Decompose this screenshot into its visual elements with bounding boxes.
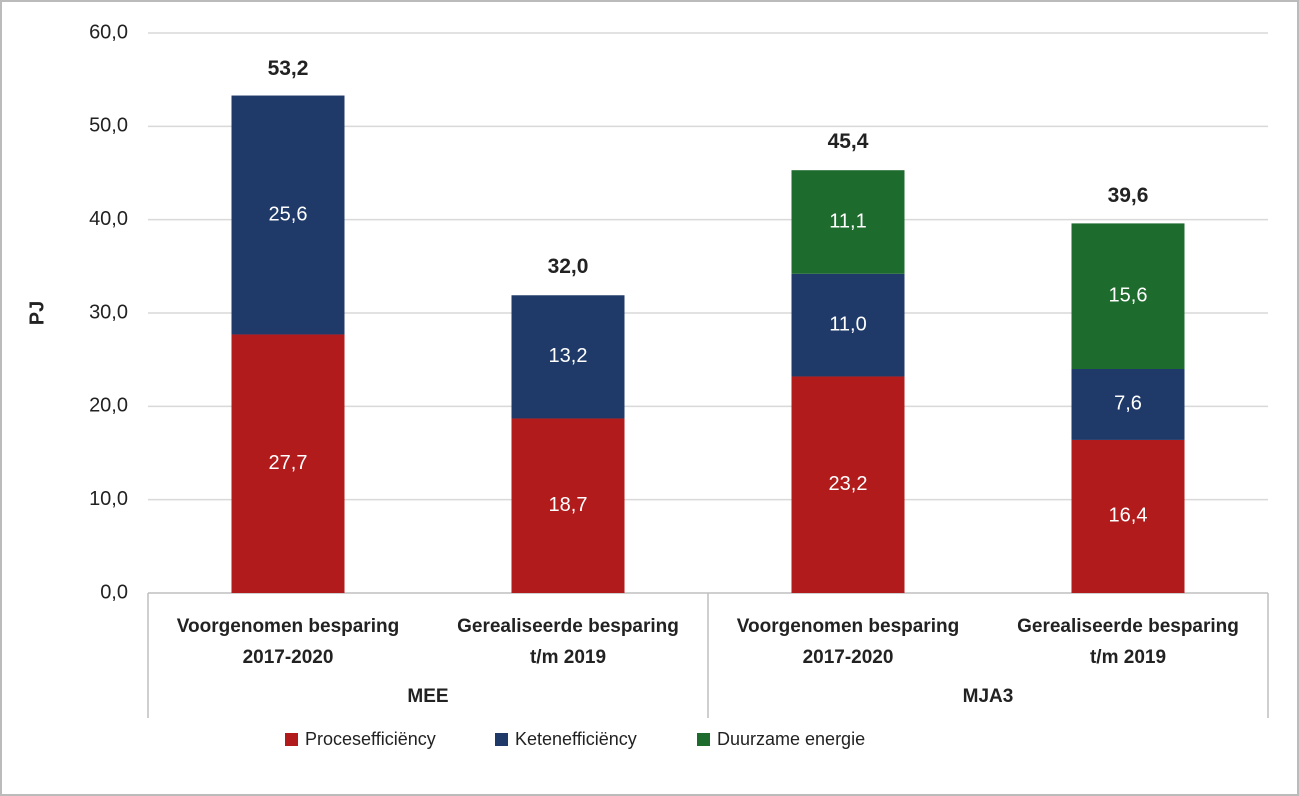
legend-label: Ketenefficiëncy xyxy=(515,729,637,749)
bar-segment xyxy=(791,273,905,377)
bar-segment xyxy=(791,376,905,593)
value-label: 11,0 xyxy=(829,313,866,335)
legend-label: Procesefficiëncy xyxy=(305,729,436,749)
value-label: 18,7 xyxy=(549,494,588,516)
total-label: 45,4 xyxy=(828,130,869,153)
bar-segment xyxy=(1071,223,1185,369)
bar-segment xyxy=(1071,439,1185,593)
x-tick-label: 2017-2020 xyxy=(243,647,334,668)
legend-swatch xyxy=(697,733,710,746)
x-tick-label: Gerealiseerde besparing xyxy=(1017,616,1239,637)
value-label: 27,7 xyxy=(269,452,308,474)
y-tick-label: 60,0 xyxy=(89,21,128,43)
total-label: 53,2 xyxy=(268,57,309,80)
total-label: 32,0 xyxy=(548,255,589,278)
value-label: 25,6 xyxy=(269,203,308,225)
bar-segment xyxy=(511,418,625,593)
group-label: MJA3 xyxy=(963,686,1014,707)
x-tick-label: 2017-2020 xyxy=(803,647,894,668)
total-label: 39,6 xyxy=(1108,184,1149,207)
x-tick-label: Gerealiseerde besparing xyxy=(457,616,679,637)
x-tick-label: Voorgenomen besparing xyxy=(737,616,959,637)
value-label: 16,4 xyxy=(1109,505,1148,527)
y-tick-label: 40,0 xyxy=(89,208,128,230)
legend-swatch xyxy=(285,733,298,746)
bar-segment xyxy=(511,295,625,419)
x-tick-label: t/m 2019 xyxy=(530,647,606,668)
y-tick-label: 20,0 xyxy=(89,395,128,417)
legend-label: Duurzame energie xyxy=(717,729,865,749)
legend-swatch xyxy=(495,733,508,746)
group-label: MEE xyxy=(407,686,448,707)
bar-segment xyxy=(231,95,345,335)
value-label: 13,2 xyxy=(549,345,588,367)
y-axis-label: PJ xyxy=(26,301,48,325)
bar-segment xyxy=(231,334,345,593)
value-label: 7,6 xyxy=(1114,393,1142,415)
value-label: 11,1 xyxy=(829,210,866,232)
value-label: 23,2 xyxy=(829,473,868,495)
y-tick-label: 10,0 xyxy=(89,488,128,510)
x-tick-label: t/m 2019 xyxy=(1090,647,1166,668)
y-tick-label: 30,0 xyxy=(89,301,128,323)
x-tick-label: Voorgenomen besparing xyxy=(177,616,399,637)
bar-segment xyxy=(1071,369,1185,440)
y-tick-label: 0,0 xyxy=(100,581,128,603)
value-label: 15,6 xyxy=(1109,284,1148,306)
bar-segment xyxy=(791,170,905,274)
y-tick-label: 50,0 xyxy=(89,115,128,137)
